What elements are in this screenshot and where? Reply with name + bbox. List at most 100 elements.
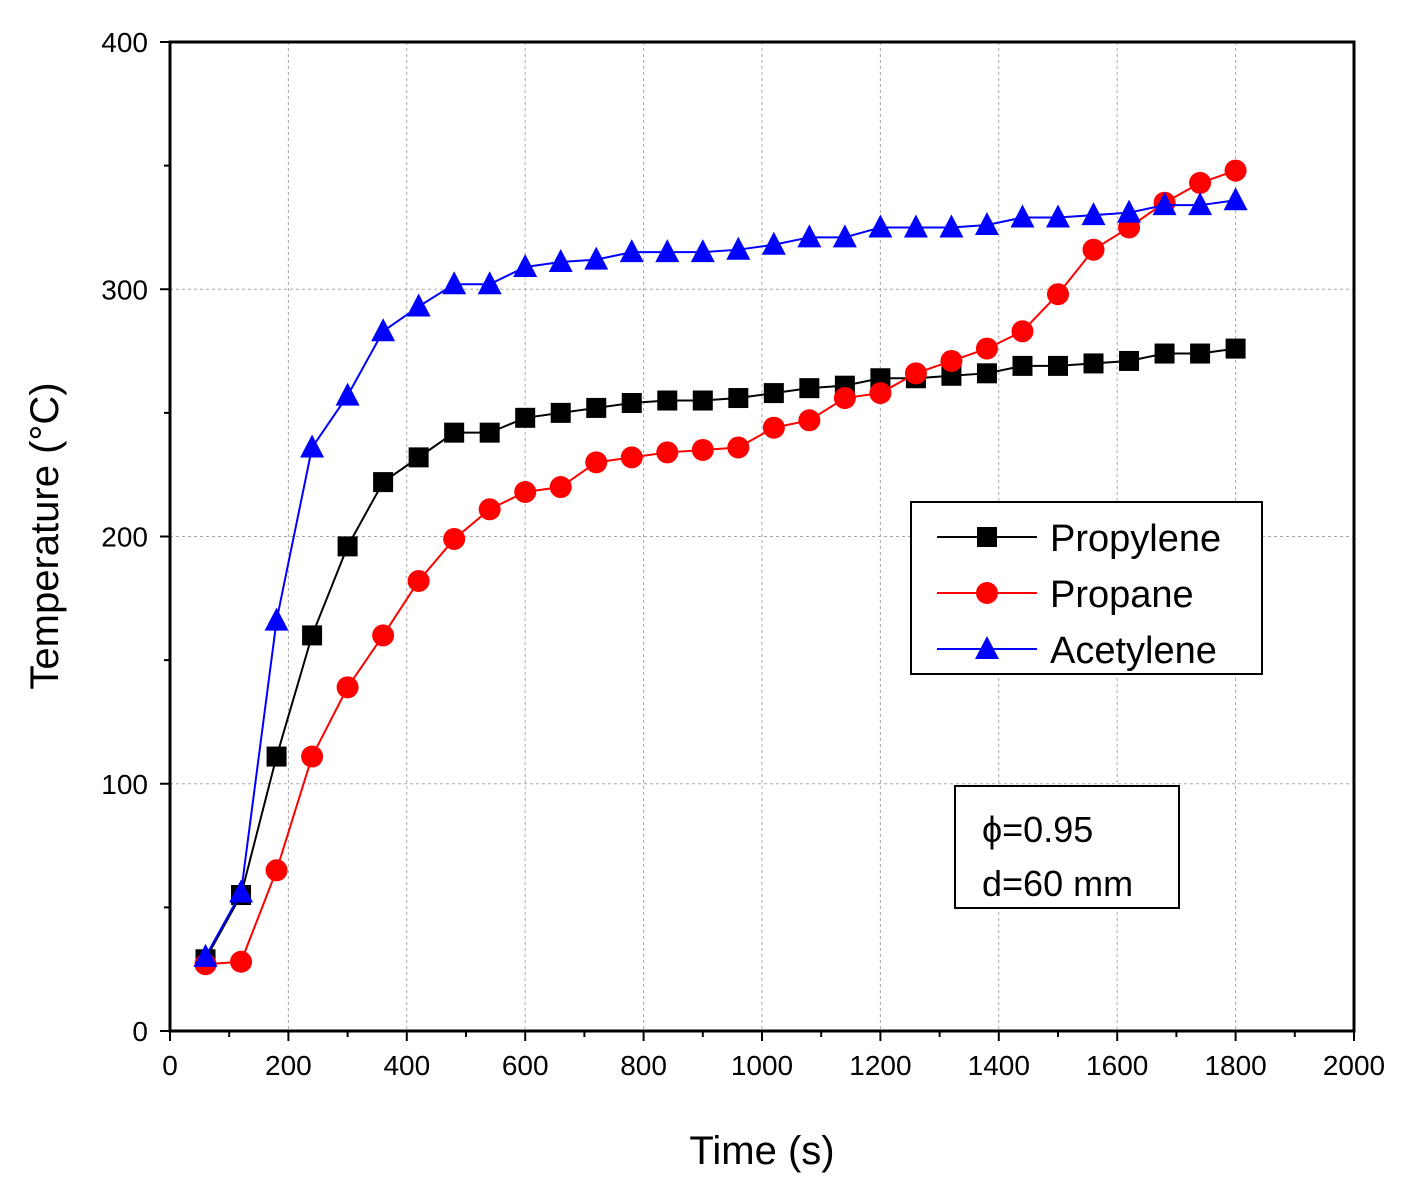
data-point-acetylene — [335, 382, 360, 406]
y-tick-label: 300 — [101, 274, 148, 305]
data-point-propylene — [941, 365, 962, 386]
data-point-acetylene — [229, 879, 254, 903]
data-point-propylene — [621, 392, 642, 413]
data-point-acetylene — [371, 318, 396, 342]
data-point-propylene — [870, 368, 891, 389]
data-point-propane — [301, 745, 324, 768]
data-point-propylene — [1154, 343, 1175, 364]
data-point-acetylene — [1010, 204, 1035, 228]
y-tick-label: 200 — [101, 522, 148, 553]
data-point-propane — [762, 416, 785, 439]
x-tick-label: 1000 — [731, 1050, 793, 1081]
data-point-propane — [478, 498, 501, 521]
data-point-propylene — [444, 422, 465, 443]
data-point-acetylene — [548, 249, 573, 273]
data-point-acetylene — [690, 239, 715, 263]
data-point-propane — [265, 859, 288, 882]
data-point-propane — [656, 441, 679, 464]
data-point-acetylene — [1117, 199, 1142, 223]
data-point-propylene — [302, 625, 323, 646]
series-acetylene — [193, 187, 1248, 967]
data-point-acetylene — [1081, 202, 1106, 226]
x-tick-label: 0 — [162, 1050, 178, 1081]
data-point-propane — [1011, 320, 1034, 343]
data-point-propane — [230, 950, 253, 973]
legend-box — [910, 501, 1263, 675]
data-point-acetylene — [903, 214, 928, 238]
data-point-acetylene — [300, 434, 325, 458]
legend-label-propylene: Propylene — [1050, 518, 1221, 560]
data-point-propane — [1189, 171, 1212, 194]
data-point-acetylene — [832, 224, 857, 248]
data-point-acetylene — [1223, 187, 1248, 211]
data-point-propane — [975, 337, 998, 360]
x-axis-title: Time (s) — [689, 1129, 834, 1173]
data-point-propylene — [1225, 338, 1246, 359]
data-point-propylene — [408, 447, 429, 468]
plot-area-frame — [168, 40, 1356, 1033]
data-point-propane — [691, 438, 714, 461]
data-point-propane — [1082, 238, 1105, 261]
data-point-propylene — [728, 388, 749, 409]
y-tick-labels: 0 100 200 300 400 — [101, 27, 148, 1047]
data-point-propane — [407, 570, 430, 593]
legend-marker-propylene — [977, 527, 997, 547]
data-point-acetylene — [974, 211, 999, 235]
data-point-propylene — [266, 746, 287, 767]
legend-label-propane: Propane — [1050, 574, 1194, 616]
annotation-box: ϕ=0.95 d=60 mm — [954, 785, 1180, 909]
data-point-acetylene — [1152, 192, 1177, 216]
data-point-propylene — [763, 383, 784, 404]
data-point-propane — [372, 624, 395, 647]
legend: Propylene Propane Acetylene — [910, 501, 1263, 675]
data-point-acetylene — [477, 271, 502, 295]
data-point-propane — [1047, 283, 1069, 306]
x-tick-label: 2000 — [1323, 1050, 1385, 1081]
x-tick-label: 1600 — [1086, 1050, 1148, 1081]
data-point-acetylene — [797, 224, 822, 248]
data-series — [193, 159, 1248, 976]
data-point-acetylene — [939, 214, 964, 238]
x-tick-label: 400 — [383, 1050, 430, 1081]
data-point-propane — [940, 349, 963, 372]
annotation-diameter: d=60 mm — [982, 863, 1133, 904]
data-point-propylene — [976, 363, 997, 384]
x-tick-label: 1400 — [968, 1050, 1030, 1081]
data-point-acetylene — [193, 943, 218, 967]
data-point-propane — [620, 446, 643, 469]
y-tick-label: 0 — [132, 1016, 148, 1047]
x-tick-label: 200 — [265, 1050, 312, 1081]
x-tick-labels: 0 200 400 600 800 1000 1200 1400 1600 1800 2000 — [162, 1050, 1385, 1081]
axis-ticks — [160, 41, 1355, 1041]
x-tick-label: 800 — [620, 1050, 667, 1081]
data-point-propane — [1224, 159, 1247, 182]
x-tick-label: 600 — [502, 1050, 549, 1081]
annotation-phi: ϕ=0.95 — [982, 809, 1093, 850]
data-point-propylene — [799, 378, 820, 399]
data-point-acetylene — [655, 239, 680, 263]
x-tick-label: 1800 — [1204, 1050, 1266, 1081]
data-point-propylene — [1190, 343, 1211, 364]
data-point-propane — [833, 387, 856, 410]
legend-marker-propane — [976, 582, 998, 604]
data-point-acetylene — [761, 231, 786, 255]
data-point-acetylene — [1188, 192, 1213, 216]
data-point-propane — [585, 451, 608, 474]
data-point-propylene — [1083, 353, 1104, 374]
data-point-propylene — [479, 422, 500, 443]
data-point-propylene — [657, 390, 678, 411]
data-point-propane — [443, 527, 466, 550]
data-point-propane — [514, 480, 537, 503]
data-point-acetylene — [868, 214, 893, 238]
y-tick-label: 100 — [101, 769, 148, 800]
data-point-propane — [727, 436, 750, 459]
data-point-acetylene — [513, 253, 538, 277]
y-axis-title: Temperature (°C) — [23, 382, 67, 689]
data-point-acetylene — [619, 239, 644, 263]
y-tick-label: 400 — [101, 27, 148, 58]
data-point-acetylene — [264, 607, 289, 631]
data-point-propane — [798, 409, 821, 432]
data-point-acetylene — [726, 236, 751, 260]
data-point-propylene — [337, 536, 358, 557]
